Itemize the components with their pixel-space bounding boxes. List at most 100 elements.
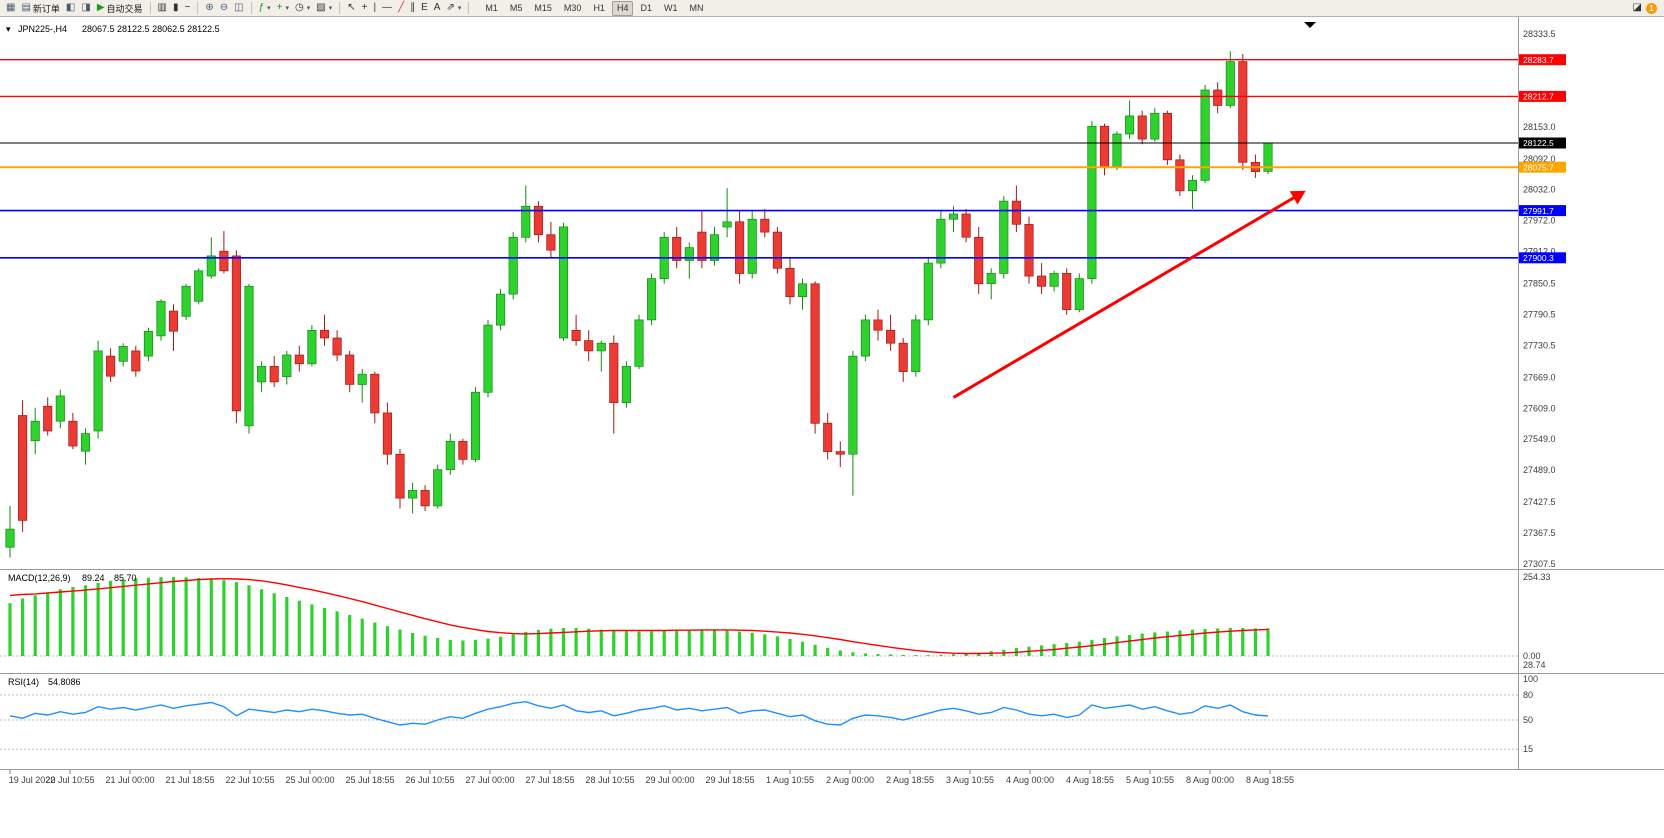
candle-body	[898, 342, 908, 372]
price-axis-label: 27972.0	[1523, 216, 1556, 226]
time-axis-label: 26 Jul 10:55	[405, 775, 454, 785]
price-axis-label: 28333.5	[1523, 29, 1556, 39]
candle-body	[986, 273, 996, 285]
new-order-label: 新订单	[32, 3, 60, 14]
arrows-tool-button[interactable]: ⇗ ▾	[443, 1, 464, 15]
price-level-badge-label: 28212.7	[1523, 92, 1554, 102]
price-axis-label: 27850.5	[1523, 279, 1556, 289]
toolbar-separator	[339, 2, 341, 14]
time-axis-label: 25 Jul 18:55	[345, 775, 394, 785]
candle-body	[458, 440, 468, 460]
candle-body	[999, 200, 1009, 274]
timeframe-button-m15[interactable]: M15	[534, 2, 552, 13]
chart-window[interactable]: 19 Jul 2022 20 Jul 10:55 21 Jul 00:00 21 Ju…	[0, 17, 1664, 838]
rsi-axis-label: 15	[1523, 744, 1533, 754]
symbol-dropdown-icon[interactable]: ▾	[6, 24, 11, 34]
fibonacci-tool-button[interactable]: E	[418, 1, 431, 15]
timeframe-button-m1[interactable]: M1	[485, 2, 498, 13]
candle-body	[257, 366, 267, 383]
templates-icon: ▧	[316, 2, 326, 13]
price-axis-label: 27489.0	[1523, 465, 1556, 475]
timeframe-button-m30[interactable]: M30	[563, 2, 582, 13]
arrows-tool-icon: ⇗	[446, 2, 455, 13]
toolbar-separator	[250, 2, 252, 14]
chevron-down-icon: ▾	[457, 5, 462, 12]
chart-bars-icon: ▥	[157, 2, 167, 13]
time-axis-label: 25 Jul 00:00	[285, 775, 334, 785]
text-tool-icon: A	[433, 2, 441, 13]
zoom-out-button[interactable]: ⊖	[217, 1, 231, 15]
trend-arrow-line[interactable]	[952, 194, 1298, 399]
candle-body	[357, 373, 367, 385]
timeframe-button-h1[interactable]: H1	[593, 2, 605, 13]
new-order-button[interactable]: ▤ 新订单	[18, 1, 62, 15]
candle-body	[709, 234, 720, 261]
candle-body	[181, 285, 191, 317]
candle-body	[143, 330, 153, 357]
candle-body	[936, 218, 946, 264]
templates-dropdown[interactable]: ▧ ▾	[313, 1, 335, 15]
chart-shift-marker-icon[interactable]	[1304, 22, 1316, 28]
notification-badge[interactable]: 1	[1646, 2, 1657, 14]
horizontal-line-tool-button[interactable]: —	[379, 1, 395, 15]
toolbar-right-group: ◪ 1	[1633, 2, 1661, 14]
timeframe-button-m5[interactable]: M5	[509, 2, 523, 13]
vertical-line-tool-button[interactable]: |	[370, 1, 379, 15]
candle-body	[886, 329, 896, 344]
chevron-down-icon: ▾	[328, 5, 333, 12]
candle-body	[772, 231, 782, 269]
chart-line-button[interactable]: ~	[182, 1, 194, 15]
autotrading-button[interactable]: ▶ 自动交易	[94, 1, 146, 15]
candle-body	[319, 329, 330, 339]
candle-body	[5, 528, 15, 548]
add-indicator-dropdown[interactable]: + ▾	[274, 1, 292, 15]
timeframe-button-mn[interactable]: MN	[689, 2, 704, 13]
price-level-badge	[1519, 161, 1566, 173]
toolbar-separator	[468, 2, 470, 14]
periods-dropdown[interactable]: ◷ ▾	[292, 1, 313, 15]
candle-body	[244, 285, 254, 427]
candle-body	[294, 354, 304, 365]
app-window-button[interactable]: ▦	[3, 1, 18, 15]
candle-body	[810, 283, 820, 424]
time-axis-label: 27 Jul 00:00	[465, 775, 514, 785]
candle-body	[760, 218, 770, 233]
crosshair-tool-button[interactable]: +	[359, 1, 371, 15]
text-tool-button[interactable]: A	[431, 1, 444, 15]
market-watch-icon: ◧	[65, 2, 76, 13]
price-level-badge-label: 27991.7	[1523, 206, 1554, 216]
trend-arrow-head[interactable]	[1289, 190, 1306, 205]
chart-candles-button[interactable]: ▮	[170, 1, 182, 15]
rsi-axis-label: 80	[1523, 690, 1533, 700]
cursor-tool-button[interactable]: ↖	[344, 1, 358, 15]
price-axis-label: 27790.5	[1523, 310, 1556, 320]
channel-tool-button[interactable]: ∥	[407, 1, 418, 15]
zoom-in-button[interactable]: ⊕	[202, 1, 216, 15]
candle-body	[382, 412, 392, 455]
price-level-badge-label: 28122.5	[1523, 138, 1554, 148]
candle-body	[823, 422, 833, 452]
candle-body	[470, 391, 481, 460]
candle-body	[785, 267, 795, 298]
chart-bars-button[interactable]: ▥	[155, 1, 170, 15]
timeframe-button-w1[interactable]: W1	[663, 2, 678, 13]
trendline-tool-button[interactable]: ╱	[395, 1, 407, 15]
candle-body	[848, 355, 858, 455]
market-watch-button[interactable]: ◧	[63, 1, 78, 15]
candle-body	[1112, 133, 1122, 168]
tile-windows-button[interactable]: ◫	[231, 1, 246, 15]
autotrading-label: 自动交易	[106, 3, 143, 14]
fibonacci-icon: E	[421, 2, 428, 13]
time-axis-label: 4 Aug 18:55	[1066, 775, 1114, 785]
timeframe-button-h4[interactable]: H4	[611, 0, 634, 16]
timeframe-button-d1[interactable]: D1	[640, 2, 652, 13]
navigator-button[interactable]: ◨	[78, 1, 93, 15]
candle-body	[1049, 273, 1059, 287]
time-axis-label: 27 Jul 18:55	[525, 775, 574, 785]
layout-icon[interactable]: ◪	[1632, 2, 1642, 13]
horizontal-level-lines	[0, 59, 1518, 259]
candle-body	[860, 319, 870, 357]
indicators-dropdown[interactable]: ƒ ▾	[256, 1, 274, 15]
chevron-down-icon: ▾	[285, 5, 290, 12]
